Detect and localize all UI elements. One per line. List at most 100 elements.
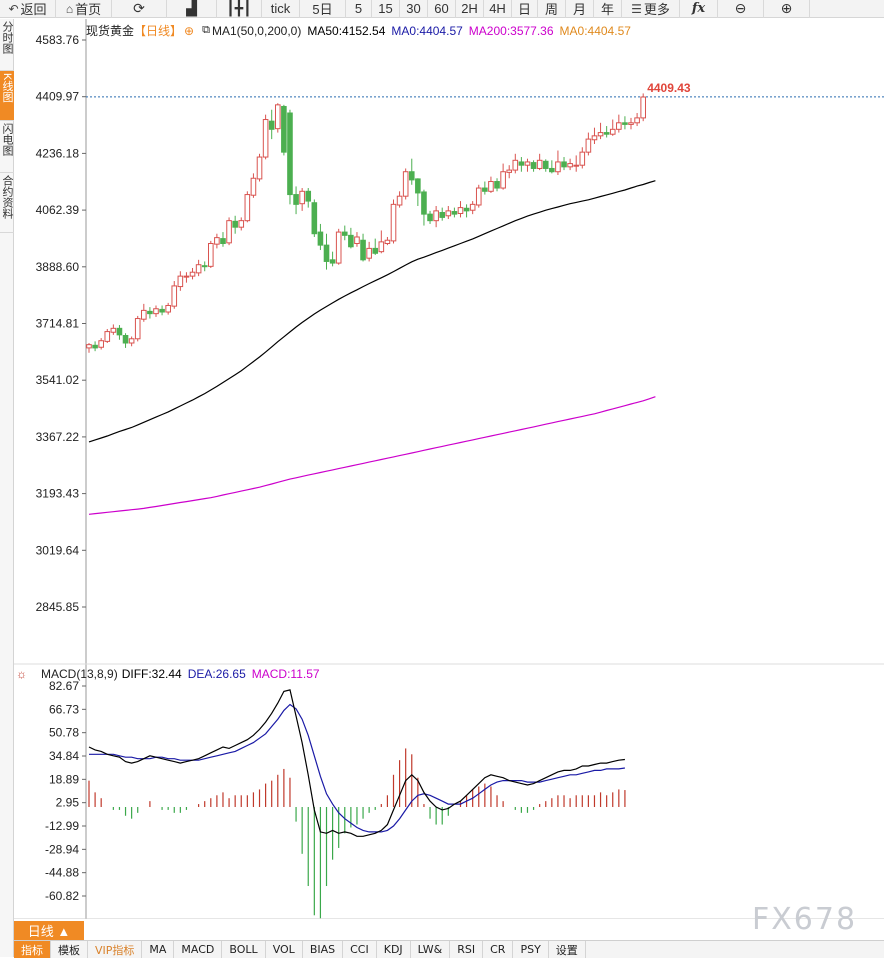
period-week-button[interactable]: 周 bbox=[538, 0, 566, 18]
candle-down bbox=[159, 308, 165, 313]
tab-ma[interactable]: MA bbox=[142, 940, 175, 958]
tab-indicator[interactable]: 指标 bbox=[14, 940, 51, 958]
candle-up bbox=[396, 195, 403, 206]
candle-up bbox=[616, 122, 622, 130]
candle-down bbox=[451, 211, 458, 215]
candlestick-button[interactable]: ┃╋┃ bbox=[217, 0, 262, 18]
candle-down bbox=[341, 231, 348, 236]
tab-boll[interactable]: BOLL bbox=[222, 940, 266, 958]
settings-icon[interactable]: ⊕ bbox=[184, 23, 195, 38]
period-month-button[interactable]: 月 bbox=[566, 0, 594, 18]
bar-chart-button[interactable]: ▟ bbox=[167, 0, 217, 18]
macd-tick-label: -12.99 bbox=[45, 819, 79, 833]
tab-timeshare[interactable]: 分时图 bbox=[0, 19, 14, 71]
candle-down bbox=[439, 212, 446, 218]
period-year-button[interactable]: 年 bbox=[594, 0, 622, 18]
candle-up bbox=[457, 207, 464, 214]
candle-up bbox=[585, 138, 592, 153]
chart-svg[interactable]: 4583.76 4409.97 4236.18 4062.39 3888.60 3714.… bbox=[14, 19, 884, 919]
macd-tick-label: -60.82 bbox=[45, 889, 79, 903]
candle-up bbox=[500, 171, 506, 189]
candle-up bbox=[98, 340, 104, 348]
back-button[interactable]: ↶ 返回 bbox=[0, 0, 56, 18]
candle-down bbox=[482, 187, 488, 192]
candle-down bbox=[360, 239, 366, 261]
tab-macd[interactable]: MACD bbox=[174, 940, 223, 958]
period-30-button[interactable]: 30 bbox=[400, 0, 428, 18]
zoom-out-button[interactable]: ⊖ bbox=[718, 0, 764, 18]
menu-icon: ☰ bbox=[631, 1, 642, 16]
period-day-button[interactable]: 日 bbox=[512, 0, 538, 18]
price-tick-label: 2845.85 bbox=[36, 600, 80, 614]
candle-up bbox=[141, 309, 147, 320]
indicator-icon[interactable]: ⧉ bbox=[202, 24, 210, 36]
side-tab-bar: 分时图 K线图 闪电图 合约资料 bbox=[0, 19, 14, 957]
tab-lw[interactable]: LW& bbox=[411, 940, 451, 958]
zoom-in-button[interactable]: ⊕ bbox=[764, 0, 810, 18]
candle-down bbox=[281, 105, 287, 153]
macd-tick-label: 2.95 bbox=[56, 796, 80, 810]
tab-settings[interactable]: 设置 bbox=[549, 940, 586, 958]
more-button[interactable]: ☰ 更多 bbox=[622, 0, 680, 18]
tab-vol[interactable]: VOL bbox=[266, 940, 303, 958]
period-15-button[interactable]: 15 bbox=[372, 0, 400, 18]
tab-template[interactable]: 模板 bbox=[51, 940, 88, 958]
candle-down bbox=[287, 112, 293, 196]
macd-tick-label: 66.73 bbox=[49, 702, 79, 716]
tab-label: MACD bbox=[181, 943, 215, 956]
refresh-button[interactable]: ⟳ bbox=[112, 0, 167, 18]
candle-up bbox=[488, 181, 494, 192]
tab-contract-info[interactable]: 合约资料 bbox=[0, 173, 14, 233]
candle-up bbox=[640, 96, 646, 119]
candlestick-icon: ┃╋┃ bbox=[226, 0, 252, 16]
candle-up bbox=[238, 220, 245, 228]
tab-kdj[interactable]: KDJ bbox=[377, 940, 411, 958]
formula-button[interactable]: fx bbox=[680, 0, 718, 18]
candle-up bbox=[591, 135, 598, 141]
tab-cci[interactable]: CCI bbox=[343, 940, 377, 958]
tab-label: 模板 bbox=[58, 943, 80, 957]
macd-tick-label: 18.89 bbox=[49, 772, 79, 786]
period-5day-button[interactable]: 5日 bbox=[300, 0, 346, 18]
candle-down bbox=[427, 213, 433, 222]
tab-vip-indicator[interactable]: VIP指标 bbox=[88, 940, 143, 958]
tab-label: PSY bbox=[520, 943, 541, 956]
candle-up bbox=[244, 194, 251, 222]
candle-up bbox=[634, 117, 640, 124]
candle-up bbox=[567, 163, 573, 168]
kline-chart-panel[interactable]: 4583.76 4409.97 4236.18 4062.39 3888.60 3714.… bbox=[14, 19, 884, 919]
candle-up bbox=[573, 164, 580, 167]
candle-down bbox=[147, 310, 153, 315]
candle-up bbox=[171, 285, 178, 307]
tab-flash[interactable]: 闪电图 bbox=[0, 121, 14, 173]
period-selector[interactable]: 日线 ▲ bbox=[14, 921, 84, 940]
ma50-line bbox=[88, 180, 656, 443]
period-5-button[interactable]: 5 bbox=[346, 0, 372, 18]
period-60-button[interactable]: 60 bbox=[428, 0, 456, 18]
macd-settings-icon[interactable]: ☼ bbox=[16, 667, 27, 681]
tab-psy[interactable]: PSY bbox=[513, 940, 549, 958]
candle-down bbox=[463, 207, 470, 212]
candle-down bbox=[530, 162, 537, 169]
top-toolbar: ↶ 返回 ⌂ 首页 ⟳ ▟ ┃╋┃ tick 5日 5 15 30 60 2H 4H… bbox=[0, 0, 884, 18]
candle-up bbox=[390, 203, 397, 242]
candle-down bbox=[542, 160, 549, 169]
tab-label: BOLL bbox=[229, 943, 258, 956]
tab-label: CCI bbox=[350, 943, 369, 956]
period-4h-button[interactable]: 4H bbox=[484, 0, 512, 18]
candle-down bbox=[372, 247, 379, 254]
tab-rsi[interactable]: RSI bbox=[450, 940, 484, 958]
period-2h-button[interactable]: 2H bbox=[456, 0, 484, 18]
candle-down bbox=[311, 202, 318, 235]
candle-down bbox=[201, 265, 208, 268]
home-button[interactable]: ⌂ 首页 bbox=[56, 0, 112, 18]
candle-down bbox=[494, 181, 500, 189]
tab-label: BIAS bbox=[309, 943, 336, 956]
ma0-value: MA0:4404.57 bbox=[391, 23, 463, 38]
tab-kline[interactable]: K线图 bbox=[0, 71, 14, 121]
tab-bias[interactable]: BIAS bbox=[303, 940, 344, 958]
tab-label: VOL bbox=[272, 943, 295, 956]
tick-button[interactable]: tick bbox=[262, 0, 300, 18]
tab-cr[interactable]: CR bbox=[483, 940, 514, 958]
candle-up bbox=[256, 156, 263, 180]
